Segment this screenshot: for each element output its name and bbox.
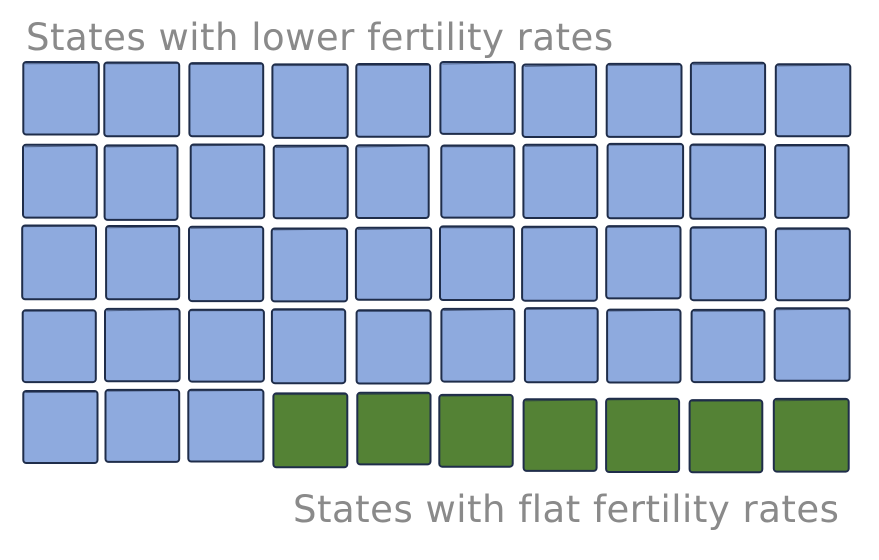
waffle-cell-lower [774, 144, 850, 219]
bottom-label: States with flat fertility rates [293, 488, 839, 531]
waffle-cell-lower [605, 225, 682, 300]
waffle-cell-sketch-line [107, 390, 178, 392]
waffle-cell-sketch-line [443, 309, 513, 311]
waffle-cell-lower [188, 225, 265, 303]
waffle-cell-sketch-line [190, 226, 262, 229]
waffle-cell-lower [270, 308, 347, 385]
waffle-cell-lower [774, 227, 851, 302]
waffle-cell-sketch-line [441, 395, 511, 397]
waffle-cell-lower [187, 388, 265, 463]
waffle-cell-sketch-line [24, 145, 95, 148]
waffle-cell-lower [521, 225, 598, 302]
waffle-cell-lower [22, 143, 98, 219]
waffle-cell-sketch-line [273, 228, 346, 231]
waffle-cell-lower [272, 144, 349, 220]
waffle-cell-lower [523, 307, 599, 384]
waffle-cell-sketch-line [524, 226, 595, 229]
waffle-cell-flat [438, 393, 514, 468]
waffle-cell-lower [439, 225, 515, 301]
waffle-cell-sketch-line [106, 145, 176, 148]
waffle-cell-sketch-line [775, 399, 847, 402]
waffle-cell-sketch-line [525, 145, 596, 147]
waffle-cell-sketch-line [524, 64, 595, 67]
waffle-cell-sketch-line [359, 393, 429, 395]
waffle-cell-lower [355, 144, 430, 219]
waffle-cell-lower [605, 62, 683, 138]
waffle-cell-sketch-line [106, 309, 178, 312]
waffle-cell-lower [21, 309, 97, 384]
waffle-cell-sketch-line [526, 308, 596, 310]
waffle-cell-flat [772, 397, 850, 473]
waffle-cell-sketch-line [190, 389, 262, 392]
waffle-cell-flat [522, 398, 598, 472]
waffle-cell-lower [22, 61, 100, 136]
waffle-cell-sketch-line [108, 226, 178, 229]
waffle-cell-lower [690, 308, 766, 384]
waffle-cell-sketch-line [692, 63, 764, 66]
waffle-cell-lower [104, 307, 181, 383]
waffle-cell-sketch-line [442, 62, 513, 65]
waffle-cell-lower [773, 307, 851, 382]
waffle-cell-lower [21, 224, 98, 301]
waffle-cell-lower [22, 390, 99, 464]
waffle-cell-lower [105, 225, 181, 301]
waffle-cell-lower [440, 307, 516, 383]
waffle-cell-flat [356, 391, 432, 466]
waffle-cell-sketch-line [357, 227, 430, 230]
waffle-cell-lower [355, 63, 432, 138]
waffle-cell-lower [689, 143, 766, 220]
waffle-cell-lower [103, 61, 181, 138]
waffle-cell-flat [688, 399, 764, 474]
waffle-cell-lower [522, 143, 599, 219]
waffle-cell-sketch-line [608, 226, 679, 228]
waffle-cell-lower [355, 309, 432, 385]
waffle-cell-lower [606, 142, 685, 220]
waffle-cell-sketch-line [358, 145, 427, 148]
top-label: States with lower fertility rates [26, 16, 614, 59]
waffle-cell-sketch-line [192, 144, 263, 147]
waffle-cell-lower [189, 143, 266, 220]
waffle-cell-lower [689, 226, 767, 302]
waffle-cell-sketch-line [525, 399, 595, 402]
waffle-cell-lower [103, 144, 179, 221]
waffle-cell-flat [605, 397, 681, 474]
waffle-cell-lower [774, 63, 852, 138]
waffle-cell-lower [188, 62, 265, 138]
waffle-cell-sketch-line [692, 227, 764, 229]
waffle-cell-lower [440, 144, 516, 219]
waffle-cell-lower [521, 63, 598, 138]
waffle-cell-lower [188, 308, 265, 383]
waffle-cell-lower [439, 61, 516, 135]
waffle-cell-sketch-line [608, 398, 678, 401]
waffle-cell-sketch-line [609, 309, 679, 312]
waffle-cell-sketch-line [777, 64, 849, 67]
waffle-cell-lower [354, 226, 433, 301]
waffle-cell-flat [272, 392, 349, 469]
waffle-cells [21, 61, 852, 474]
waffle-cell-lower [271, 63, 349, 139]
waffle-cell-lower [606, 308, 682, 384]
waffle-cell-lower [270, 227, 349, 303]
waffle-cell-lower [689, 61, 767, 136]
waffle-cell-lower [104, 388, 181, 463]
waffle-cell-sketch-line [275, 146, 346, 148]
waffle-cell-sketch-line [776, 308, 848, 311]
